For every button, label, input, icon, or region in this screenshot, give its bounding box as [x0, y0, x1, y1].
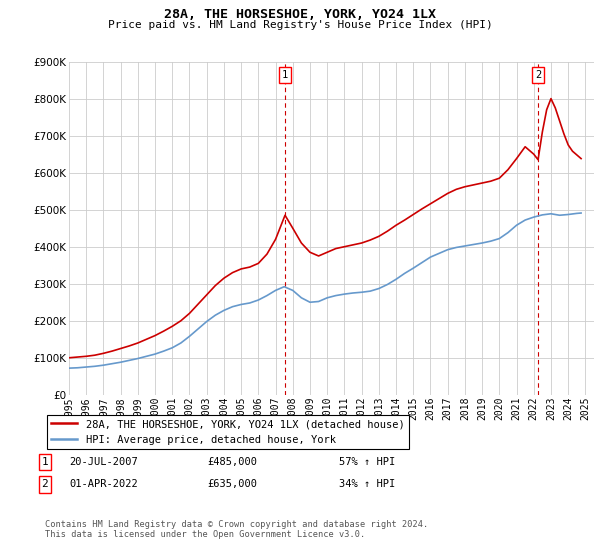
Text: 1: 1: [41, 457, 49, 467]
Text: 2: 2: [41, 479, 49, 489]
Text: 01-APR-2022: 01-APR-2022: [69, 479, 138, 489]
Text: £635,000: £635,000: [207, 479, 257, 489]
Text: 20-JUL-2007: 20-JUL-2007: [69, 457, 138, 467]
Legend: 28A, THE HORSESHOE, YORK, YO24 1LX (detached house), HPI: Average price, detache: 28A, THE HORSESHOE, YORK, YO24 1LX (deta…: [47, 415, 409, 449]
Text: 28A, THE HORSESHOE, YORK, YO24 1LX: 28A, THE HORSESHOE, YORK, YO24 1LX: [164, 8, 436, 21]
Text: Contains HM Land Registry data © Crown copyright and database right 2024.
This d: Contains HM Land Registry data © Crown c…: [45, 520, 428, 539]
Text: 1: 1: [282, 70, 288, 80]
Text: Price paid vs. HM Land Registry's House Price Index (HPI): Price paid vs. HM Land Registry's House …: [107, 20, 493, 30]
Text: 2: 2: [535, 70, 541, 80]
Text: 34% ↑ HPI: 34% ↑ HPI: [339, 479, 395, 489]
Text: 57% ↑ HPI: 57% ↑ HPI: [339, 457, 395, 467]
Text: £485,000: £485,000: [207, 457, 257, 467]
